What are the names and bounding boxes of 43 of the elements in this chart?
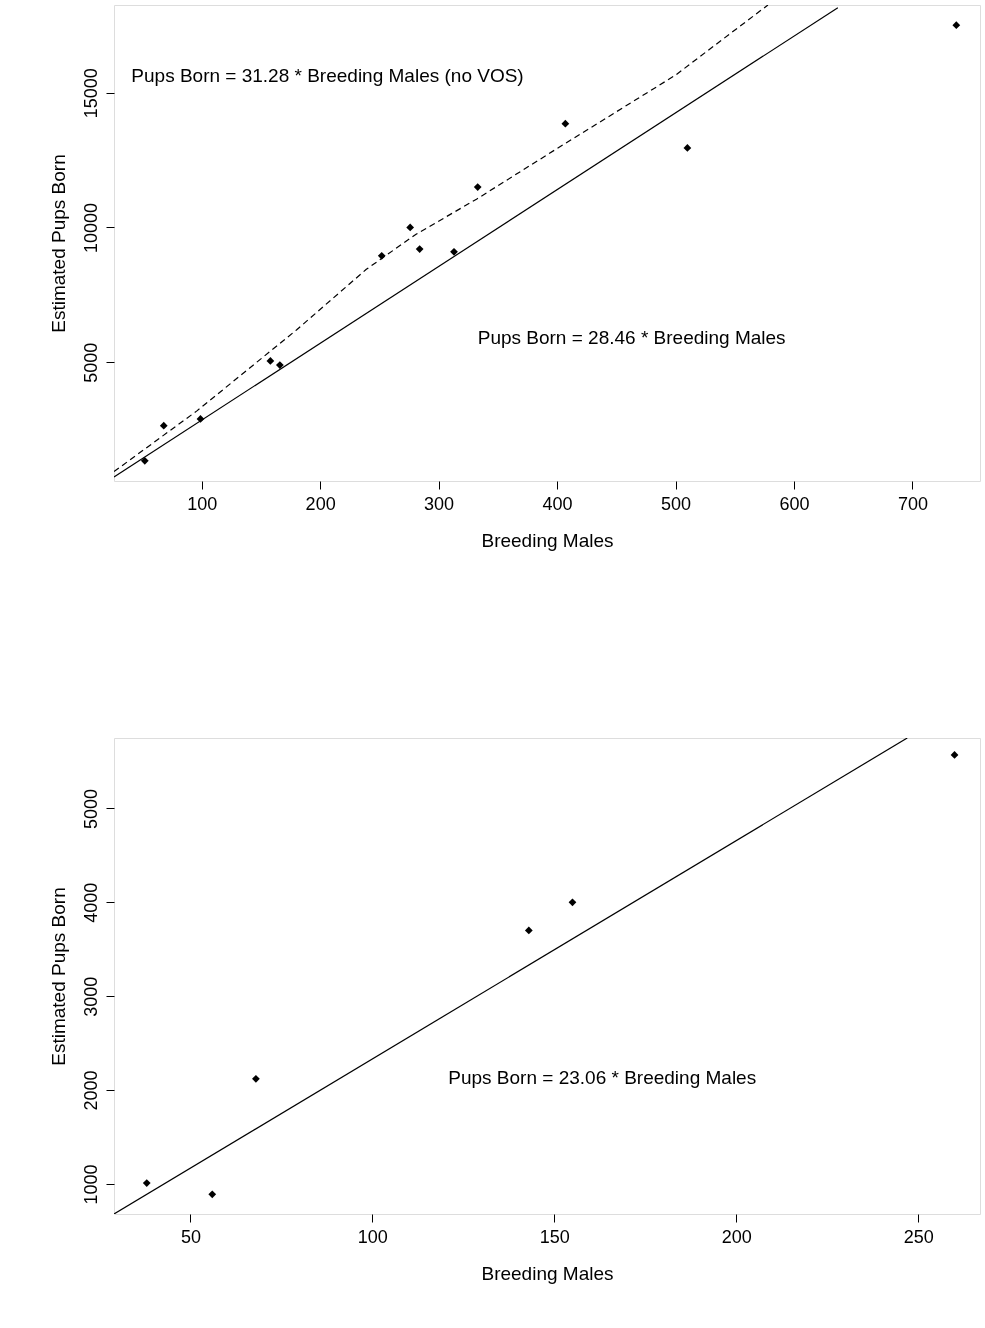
point: [266, 357, 275, 365]
point: [406, 223, 415, 232]
x-tick-label: 300: [424, 493, 455, 514]
y-tick-label: 2000: [80, 1070, 101, 1111]
point: [568, 898, 577, 907]
point: [142, 1179, 151, 1187]
point: [473, 183, 482, 191]
x-tick-label: 500: [661, 493, 692, 514]
y-axis-title: Estimated Pups Born: [47, 887, 69, 1066]
annotation: Pups Born = 23.06 * Breeding Males: [448, 1067, 757, 1089]
point: [524, 926, 533, 935]
y-tick-label: 15000: [80, 68, 101, 119]
x-tick-label: 700: [897, 493, 928, 514]
x-tick-label: 200: [305, 493, 336, 514]
point: [683, 144, 692, 152]
y-tick-label: 1000: [80, 1164, 101, 1205]
x-tick-label: 600: [779, 493, 810, 514]
point: [252, 1074, 260, 1083]
x-tick-label: 100: [187, 493, 218, 514]
point: [275, 361, 284, 369]
x-axis-title: Breeding Males: [481, 1262, 614, 1284]
y-tick-label: 5000: [80, 788, 101, 829]
x-tick-label: 200: [721, 1226, 752, 1247]
point: [450, 247, 458, 256]
y-tick-label: 5000: [80, 342, 101, 383]
x-tick-label: 150: [539, 1226, 570, 1247]
point: [950, 751, 959, 759]
y-axis-title: Estimated Pups Born: [47, 154, 69, 333]
x-tick-label: 50: [180, 1226, 201, 1247]
y-tick-label: 4000: [80, 882, 101, 923]
annotation: Pups Born = 28.46 * Breeding Males: [477, 327, 786, 349]
point: [415, 245, 424, 253]
x-tick-label: 250: [903, 1226, 934, 1247]
x-axis-title: Breeding Males: [481, 529, 614, 551]
x-tick-label: 100: [357, 1226, 388, 1247]
point: [561, 119, 570, 128]
point: [208, 1190, 217, 1199]
x-tick-label: 400: [542, 493, 573, 514]
point: [159, 421, 168, 430]
y-tick-label: 3000: [80, 976, 101, 1017]
y-tick-label: 10000: [80, 202, 101, 254]
annotation: Pups Born = 31.28 * Breeding Males (no VOS): [131, 65, 524, 87]
point: [952, 21, 961, 30]
